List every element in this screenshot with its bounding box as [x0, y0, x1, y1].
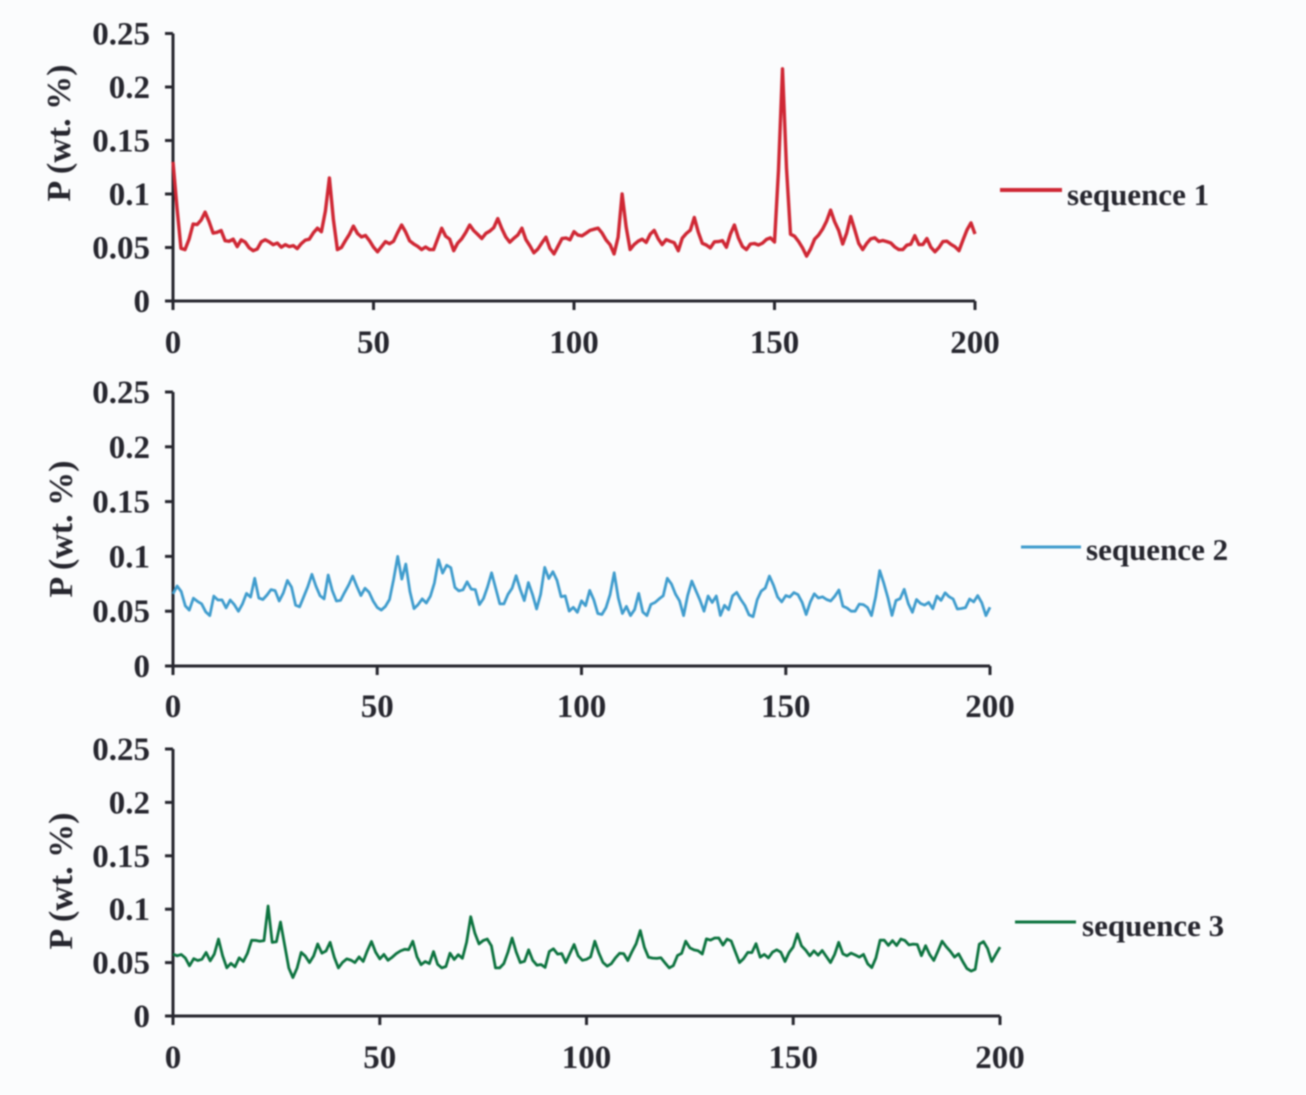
svg-text:0: 0: [165, 325, 182, 361]
svg-text:0.05: 0.05: [92, 594, 150, 630]
svg-text:50: 50: [357, 325, 390, 361]
svg-text:50: 50: [361, 689, 394, 725]
svg-text:0.25: 0.25: [92, 732, 150, 768]
svg-text:0.05: 0.05: [92, 231, 150, 267]
svg-text:sequence 3: sequence 3: [1082, 908, 1224, 943]
svg-text:0.2: 0.2: [109, 785, 150, 821]
svg-text:0.15: 0.15: [92, 839, 150, 875]
svg-text:0.25: 0.25: [92, 17, 150, 53]
svg-text:0.1: 0.1: [109, 539, 150, 575]
svg-text:0.15: 0.15: [92, 124, 150, 160]
svg-text:P (wt. %): P (wt. %): [43, 461, 80, 598]
svg-text:100: 100: [562, 1040, 612, 1076]
svg-text:200: 200: [965, 689, 1015, 725]
svg-text:200: 200: [950, 325, 1000, 361]
svg-text:150: 150: [761, 689, 811, 725]
svg-text:200: 200: [975, 1040, 1025, 1076]
svg-text:100: 100: [549, 325, 599, 361]
svg-text:P (wt. %): P (wt. %): [43, 813, 80, 950]
svg-text:100: 100: [557, 689, 607, 725]
svg-text:50: 50: [363, 1040, 396, 1076]
svg-text:sequence 2: sequence 2: [1086, 532, 1228, 567]
svg-text:0.1: 0.1: [109, 177, 150, 213]
svg-text:P (wt. %): P (wt. %): [41, 65, 78, 202]
svg-text:0: 0: [134, 284, 151, 320]
svg-text:150: 150: [768, 1040, 818, 1076]
svg-text:0: 0: [165, 1040, 182, 1076]
svg-text:0.15: 0.15: [92, 485, 150, 521]
svg-text:150: 150: [750, 325, 800, 361]
svg-text:0.05: 0.05: [92, 946, 150, 982]
svg-text:0: 0: [165, 689, 182, 725]
svg-text:0.25: 0.25: [92, 375, 150, 411]
svg-text:0: 0: [134, 999, 151, 1035]
svg-text:sequence 1: sequence 1: [1067, 177, 1209, 212]
svg-text:0: 0: [134, 649, 151, 685]
svg-text:0.2: 0.2: [109, 70, 150, 106]
svg-text:0.2: 0.2: [109, 430, 150, 466]
svg-text:0.1: 0.1: [109, 892, 150, 928]
